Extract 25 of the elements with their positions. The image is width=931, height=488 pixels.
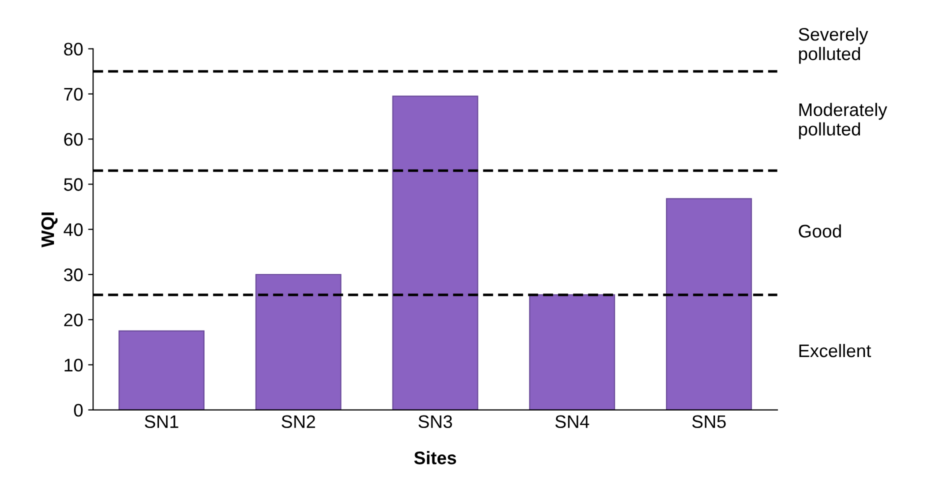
y-tick-label: 60 <box>64 133 83 146</box>
x-tick-label: SN2 <box>282 415 316 428</box>
bar <box>392 96 478 410</box>
text: Excellent <box>799 344 872 358</box>
y-tick-label: 40 <box>64 223 83 236</box>
text: Moderately polluted <box>799 102 888 140</box>
y-tick-label: 20 <box>64 314 83 326</box>
y-axis-title: WQI <box>41 212 58 248</box>
bar <box>666 198 752 410</box>
x-axis-title: Sites <box>414 451 456 464</box>
x-tick-label: SN3 <box>418 415 452 428</box>
bar <box>255 274 342 410</box>
bar <box>529 294 616 410</box>
y-tick-label: 10 <box>64 358 83 372</box>
y-tick-label: 0 <box>74 404 83 417</box>
x-tick-label: SN1 <box>144 415 178 428</box>
bar <box>118 330 205 410</box>
y-tick-label: 70 <box>64 88 83 101</box>
text: Severely polluted <box>798 28 868 64</box>
x-tick-label: SN5 <box>692 415 726 428</box>
y-tick-label: 80 <box>64 42 83 56</box>
y-tick-label: 50 <box>64 178 83 191</box>
y-tick-label: 30 <box>64 268 83 282</box>
x-tick-label: SN4 <box>555 415 590 428</box>
text: Good <box>798 224 841 238</box>
